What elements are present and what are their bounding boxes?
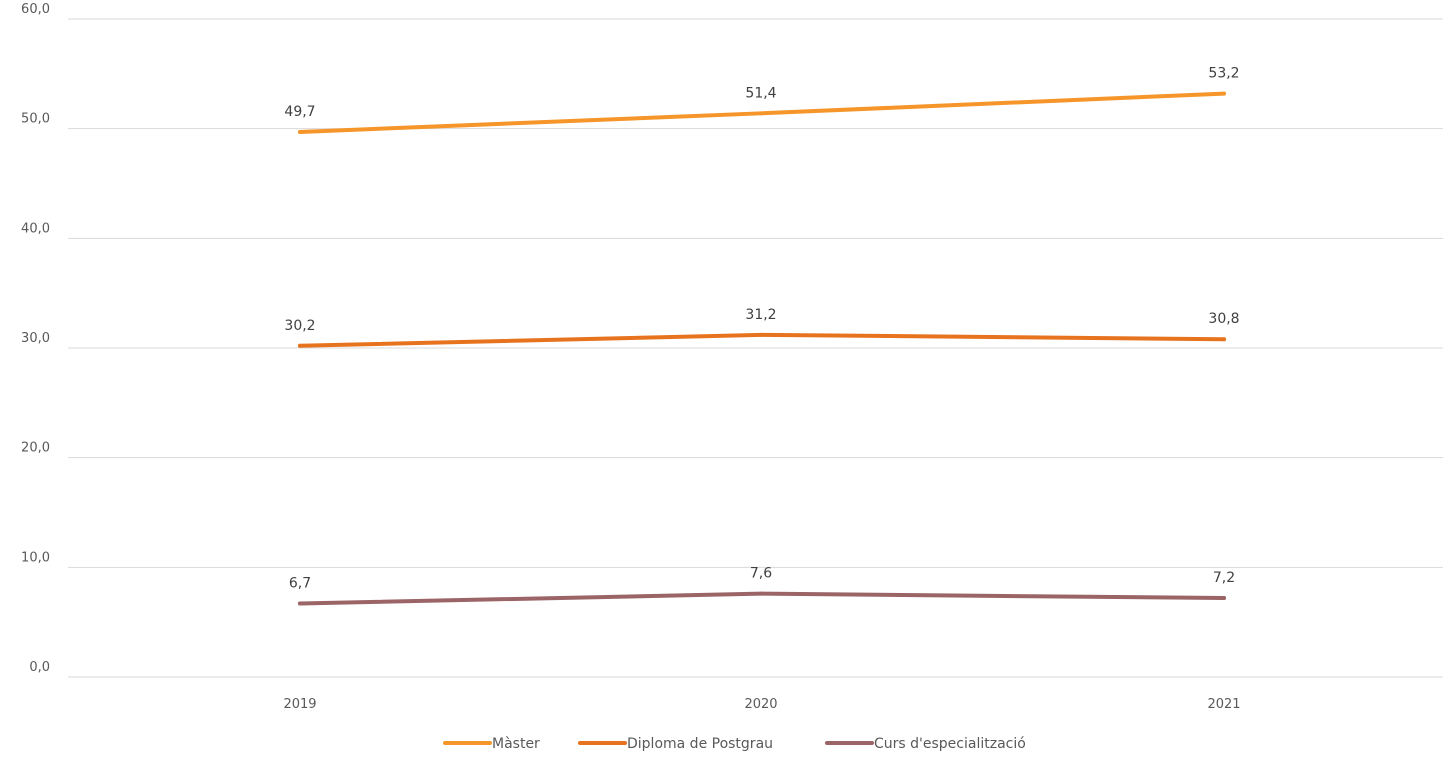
data-label: 31,2 bbox=[745, 307, 776, 323]
data-label: 51,4 bbox=[745, 85, 776, 101]
data-label: 7,6 bbox=[750, 566, 772, 582]
y-tick-label: 10,0 bbox=[21, 550, 50, 565]
data-label: 49,7 bbox=[284, 104, 315, 120]
data-label: 30,8 bbox=[1208, 311, 1239, 327]
data-point bbox=[759, 111, 763, 116]
data-point bbox=[759, 332, 763, 337]
legend-label: Curs d'especialització bbox=[874, 736, 1026, 752]
legend: Màster Diploma de Postgrau Curs d'especial… bbox=[443, 736, 1026, 752]
series-lines bbox=[298, 91, 1226, 606]
data-point bbox=[298, 601, 302, 606]
data-point bbox=[1222, 596, 1226, 601]
data-point bbox=[298, 343, 302, 348]
y-tick-label: 40,0 bbox=[21, 221, 50, 236]
legend-label: Diploma de Postgrau bbox=[627, 736, 773, 752]
gridlines bbox=[68, 18, 1443, 678]
y-tick-label: 0,0 bbox=[29, 660, 50, 675]
data-label: 6,7 bbox=[289, 576, 311, 592]
x-tick-label: 2020 bbox=[744, 697, 777, 712]
y-tick-label: 30,0 bbox=[21, 331, 50, 346]
x-tick-label: 2019 bbox=[283, 697, 316, 712]
data-point bbox=[298, 129, 302, 134]
data-label: 7,2 bbox=[1213, 570, 1235, 586]
data-labels: 49,7 51,4 53,2 30,2 31,2 30,8 6,7 7,6 7,2 bbox=[284, 66, 1239, 592]
x-axis-tick-labels: 2019 2020 2021 bbox=[283, 697, 1240, 712]
y-tick-label: 50,0 bbox=[21, 112, 50, 127]
data-point bbox=[1222, 337, 1226, 342]
data-label: 53,2 bbox=[1208, 66, 1239, 82]
y-tick-label: 20,0 bbox=[21, 441, 50, 456]
data-point bbox=[759, 591, 763, 596]
data-label: 30,2 bbox=[284, 318, 315, 334]
y-axis-tick-labels: 0,0 10,0 20,0 30,0 40,0 50,0 60,0 bbox=[21, 2, 50, 675]
data-point bbox=[1222, 91, 1226, 96]
y-tick-label: 60,0 bbox=[21, 2, 50, 17]
x-tick-label: 2021 bbox=[1207, 697, 1240, 712]
legend-label: Màster bbox=[492, 736, 540, 752]
